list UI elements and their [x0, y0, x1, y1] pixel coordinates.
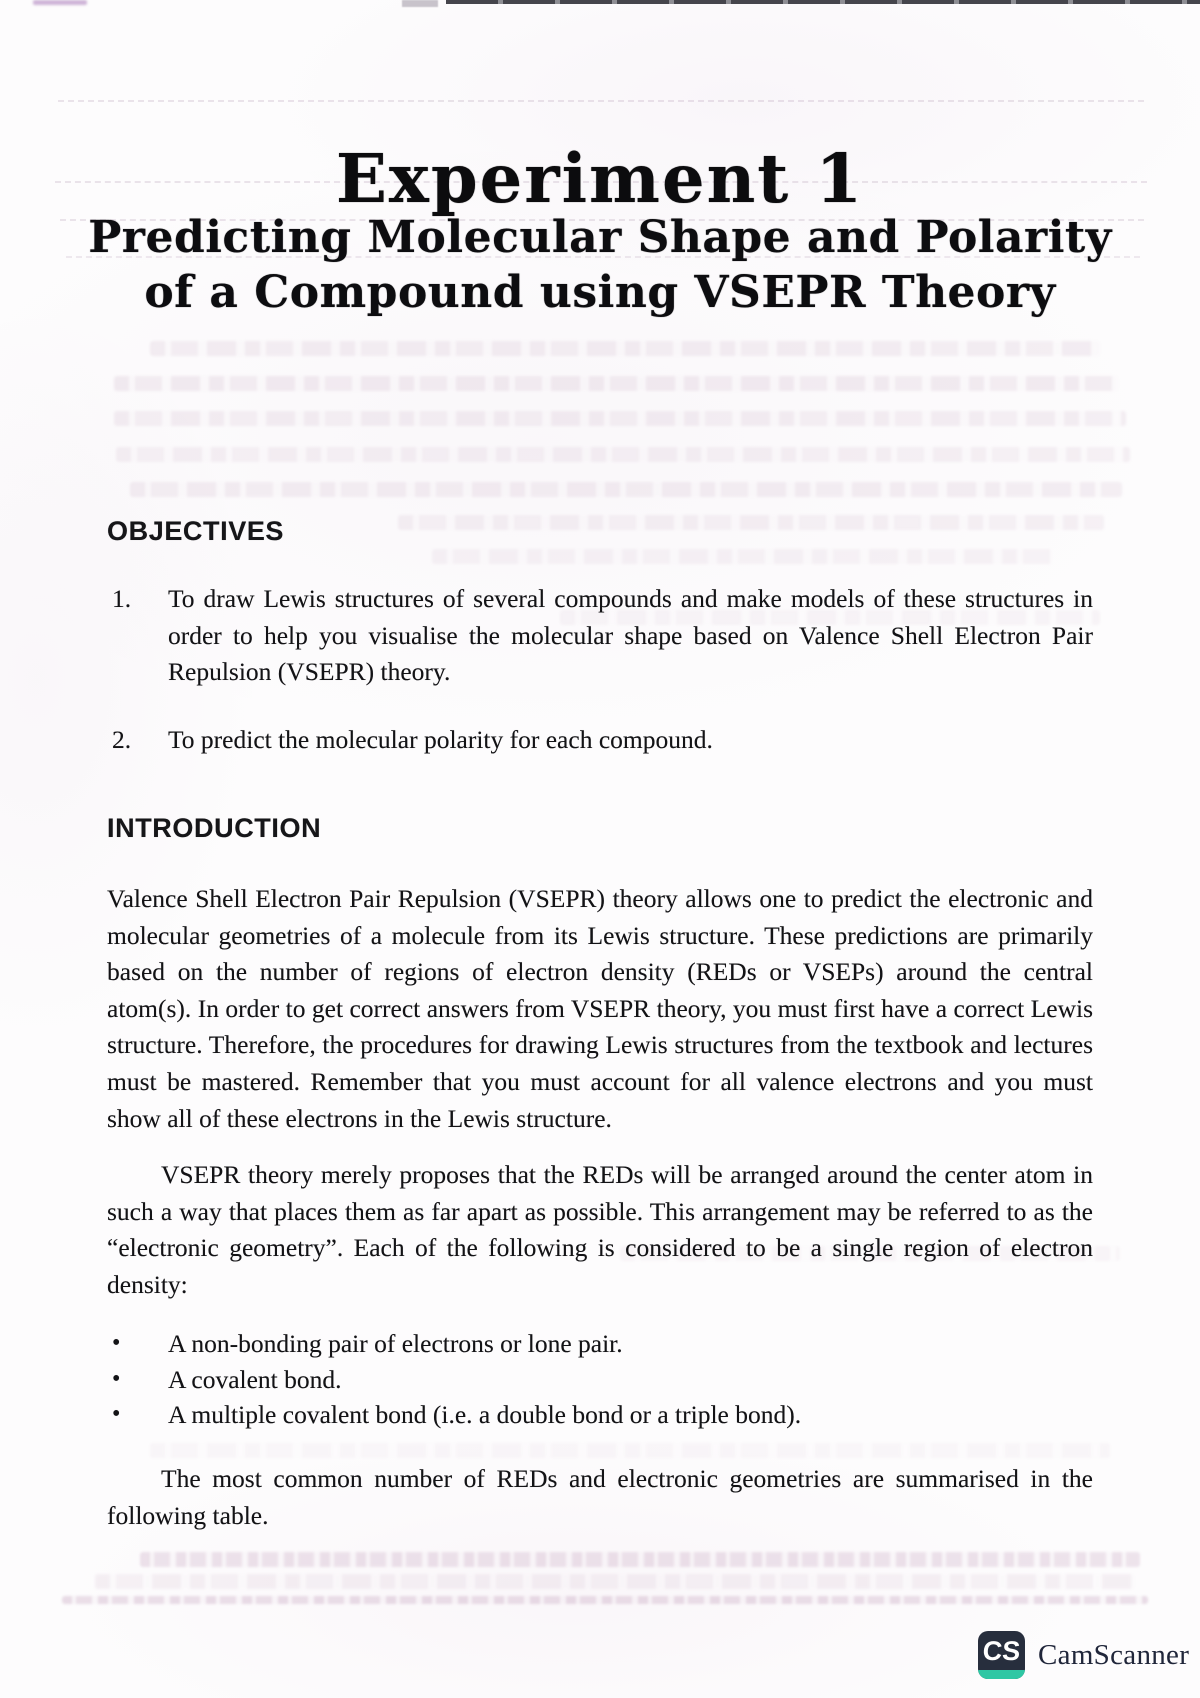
experiment-subtitle: Predicting Molecular Shape and Polarity … — [0, 210, 1200, 320]
camscanner-logo-text: CS — [981, 1636, 1022, 1666]
camscanner-logo-accent-strip — [978, 1670, 1025, 1679]
objective-item-2: 2. To predict the molecular polarity for… — [112, 722, 1093, 759]
bleed-through-line — [66, 256, 1140, 258]
bleed-through-line — [55, 181, 1147, 183]
introduction-paragraph-2: VSEPR theory merely proposes that the RE… — [107, 1160, 1093, 1299]
bullet-item: • A non-bonding pair of electrons or lon… — [112, 1326, 1097, 1362]
objective-item-1: 1. To draw Lewis structures of several c… — [112, 581, 1093, 691]
bleed-through-text-row — [398, 515, 1104, 530]
bleed-through-line — [60, 219, 1144, 221]
bullet-item: • A covalent bond. — [112, 1362, 1097, 1398]
objective-text: To draw Lewis structures of several comp… — [168, 584, 1093, 687]
objectives-heading: OBJECTIVES — [107, 516, 285, 546]
red-types-bullet-list: • A non-bonding pair of electrons or lon… — [112, 1326, 1097, 1433]
bleed-through-text-row — [62, 1596, 1148, 1604]
introduction-paragraph-1: Valence Shell Electron Pair Repulsion (V… — [107, 884, 1093, 1133]
bullet-marker: • — [112, 1330, 121, 1356]
bleed-through-text-row — [150, 341, 1100, 356]
experiment-title: Experiment 1 — [335, 138, 865, 218]
camscanner-watermark: CS CamScanner — [978, 1631, 1189, 1679]
scan-artifact-top-line — [446, 0, 1200, 4]
bleed-through-text-row — [140, 1552, 1140, 1567]
bleed-through-text-row — [432, 549, 1052, 564]
bleed-through-text-row — [620, 1246, 1120, 1261]
camscanner-brand-text: CamScanner — [1038, 1638, 1190, 1671]
bleed-through-text-row — [114, 411, 1126, 426]
bleed-through-line — [58, 100, 1144, 102]
bleed-through-text-row — [130, 482, 1122, 497]
objective-number: 1. — [112, 584, 132, 613]
bullet-marker: • — [112, 1365, 121, 1392]
subtitle-line-1: Predicting Molecular Shape and Polarity — [88, 212, 1112, 263]
bleed-through-text-row — [560, 610, 1100, 625]
bullet-text: A covalent bond. — [168, 1364, 342, 1394]
bleed-through-text-row — [95, 1574, 1135, 1589]
objective-number: 2. — [112, 725, 132, 754]
introduction-heading: INTRODUCTION — [107, 813, 322, 843]
bullet-item: • A multiple covalent bond (i.e. a doubl… — [112, 1397, 1097, 1433]
objective-text: To predict the molecular polarity for ea… — [168, 725, 713, 754]
bleed-through-text-row — [116, 447, 1130, 462]
bullet-text: A non-bonding pair of electrons or lone … — [168, 1329, 623, 1358]
bleed-through-text-row — [150, 1443, 1110, 1458]
bullet-text: A multiple covalent bond (i.e. a double … — [168, 1400, 802, 1429]
bleed-through-text-row — [114, 376, 1118, 391]
scan-artifact-gray-mark — [402, 0, 438, 7]
introduction-paragraph-3: The most common number of REDs and elect… — [107, 1464, 1093, 1530]
camscanner-logo-icon: CS — [978, 1631, 1025, 1679]
bullet-marker: • — [112, 1401, 121, 1427]
subtitle-line-2: of a Compound using VSEPR Theory — [144, 267, 1056, 318]
scan-artifact-smudge — [33, 0, 87, 5]
